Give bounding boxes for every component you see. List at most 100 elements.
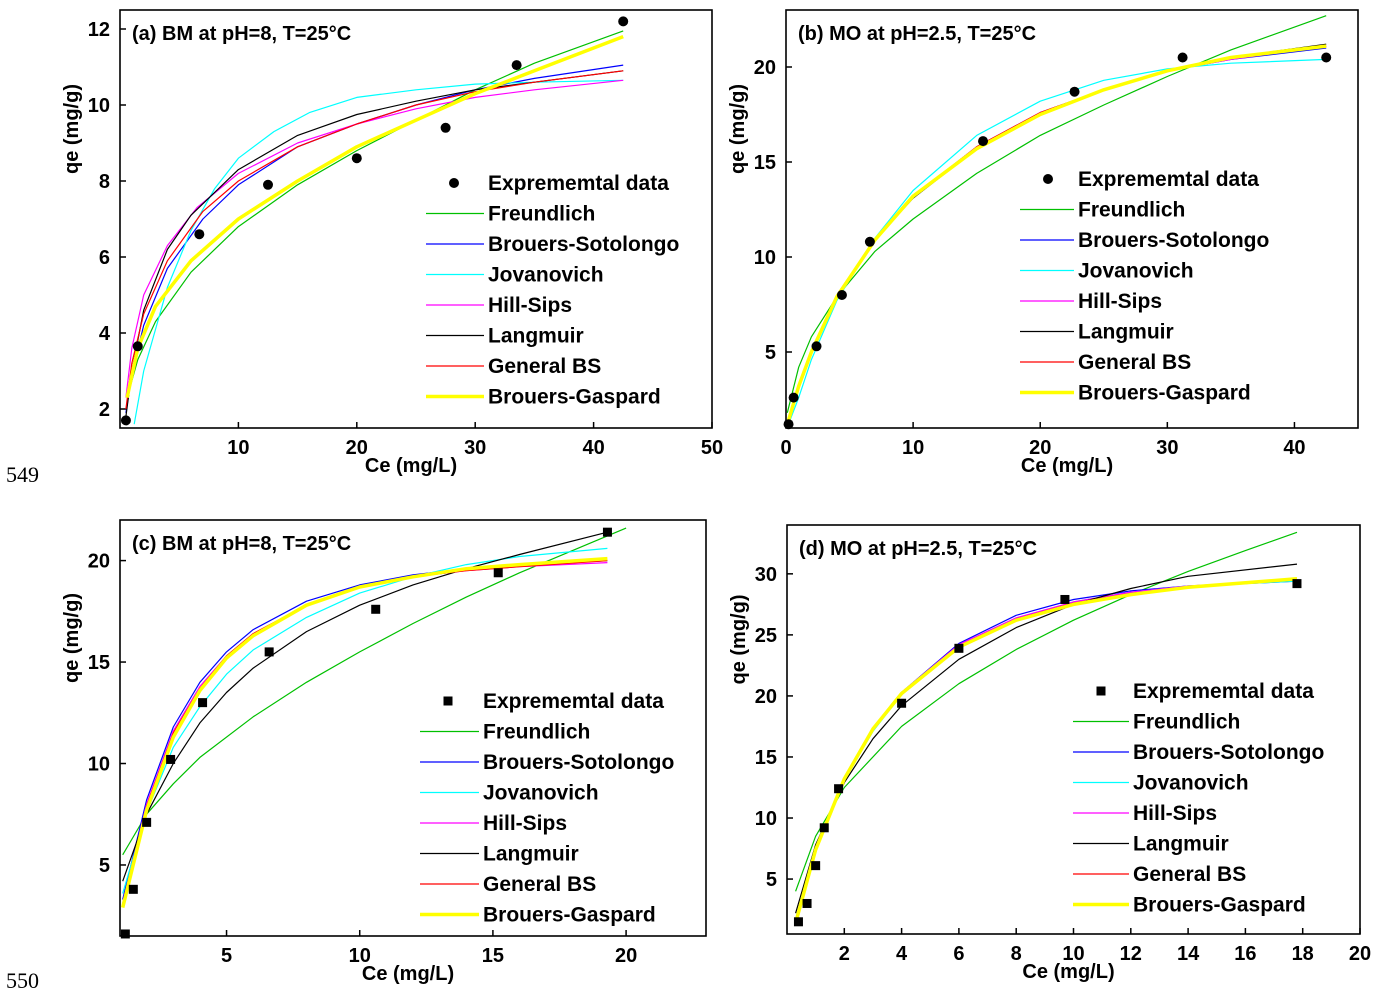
y-tick-label: 25 (755, 625, 777, 647)
data-point (128, 884, 138, 894)
chart-title: (d) MO at pH=2.5, T=25°C (799, 538, 1037, 560)
data-point (194, 229, 205, 240)
chart-title: (a) BM at pH=8, T=25°C (132, 23, 351, 45)
plot-frame (785, 9, 1359, 429)
legend-label: Jovanovich (483, 782, 599, 805)
legend-label: Hill-Sips (483, 812, 567, 835)
x-tick-label: 0 (780, 437, 791, 459)
y-tick-label: 5 (765, 342, 776, 364)
chart-panel-b: 0 10 20 30 40 5 10 15 20 (b) MO at pH=2.5, T=25°C… (727, 9, 1359, 477)
y-tick-label: 10 (88, 754, 110, 776)
y-tick-label: 15 (88, 652, 110, 674)
legend-label: Langmuir (483, 843, 579, 866)
x-axis-label: Ce (mg/L) (1021, 455, 1113, 477)
y-tick-label: 12 (88, 19, 110, 41)
series-line-freundlich (786, 15, 1327, 413)
x-tick-label: 5 (221, 945, 232, 967)
chart-panel-d: 2 4 6 8 10 12 14 16 18 20 5 10 15 20 25 30 (d) MO at pH=… (728, 524, 1371, 983)
data-point (954, 643, 964, 653)
legend-marker (449, 178, 459, 188)
x-tick-label: 50 (701, 437, 723, 459)
y-tick-label: 20 (754, 57, 776, 79)
series-line-brouers-gaspard (121, 556, 608, 909)
legend-label: General BS (1078, 351, 1191, 374)
data-point (1321, 52, 1332, 63)
legend-label: Brouers-Sotolongo (488, 233, 679, 256)
x-tick-label: 10 (227, 437, 249, 459)
legend-label: Brouers-Sotolongo (483, 751, 674, 774)
data-point (811, 341, 822, 352)
chart-title: (c) BM at pH=8, T=25°C (132, 533, 351, 555)
data-point (142, 817, 152, 827)
y-axis-label: qe (mg/g) (727, 84, 749, 174)
legend-label: Langmuir (488, 325, 584, 348)
legend-label: Brouers-Sotolongo (1078, 229, 1269, 252)
legend-label: General BS (483, 873, 596, 896)
y-axis-label: qe (mg/g) (61, 593, 83, 683)
data-point (819, 823, 829, 833)
x-tick-label: 30 (1156, 437, 1178, 459)
legend-marker (443, 696, 453, 706)
data-point (618, 16, 629, 27)
series-line-freundlich (122, 527, 627, 856)
y-tick-label: 10 (88, 95, 110, 117)
x-tick-label: 18 (1292, 943, 1314, 965)
legend-label: Jovanovich (1078, 260, 1194, 283)
data-point (602, 527, 612, 537)
data-point (351, 153, 362, 164)
legend-label: Brouers-Gaspard (1133, 894, 1306, 917)
x-tick-label: 16 (1234, 943, 1256, 965)
chart-panel-a: 10 20 30 40 50 2 4 6 8 10 12 (a) BM at pH=8, T=25°C… (61, 9, 723, 477)
legend-label: Brouers-Sotolongo (1133, 741, 1324, 764)
y-tick-label: 10 (754, 247, 776, 269)
series-line-freundlich (126, 30, 624, 398)
data-point (440, 122, 451, 133)
y-tick-label: 5 (99, 855, 110, 877)
x-tick-label: 6 (953, 943, 964, 965)
legend-label: Brouers-Gaspard (488, 386, 661, 409)
legend-label: Freundlich (1133, 711, 1240, 734)
data-point (788, 392, 799, 403)
data-point (120, 415, 131, 426)
data-point (836, 290, 847, 300)
legend-label: General BS (488, 355, 601, 378)
x-tick-label: 10 (1062, 943, 1084, 965)
data-point (1292, 579, 1302, 589)
series-line-brouers-gaspard (125, 34, 624, 398)
data-point (264, 647, 274, 657)
data-point (1060, 594, 1070, 604)
x-tick-label: 20 (1349, 943, 1371, 965)
legend-label: Freundlich (1078, 199, 1185, 222)
y-tick-label: 15 (754, 152, 776, 174)
data-point (864, 236, 875, 247)
x-tick-label: 20 (1029, 437, 1051, 459)
data-point (978, 136, 989, 147)
legend-label: Exprememtal data (483, 690, 664, 713)
x-tick-label: 15 (482, 945, 504, 967)
legend-label: Exprememtal data (1133, 680, 1314, 703)
data-point (132, 341, 143, 352)
y-tick-label: 5 (766, 869, 777, 891)
x-tick-label: 12 (1120, 943, 1142, 965)
data-point (166, 754, 176, 764)
legend-marker (1043, 174, 1053, 184)
data-point (1069, 86, 1080, 97)
series-line-langmuir (795, 563, 1298, 914)
data-point (897, 698, 907, 708)
plot-frame (119, 519, 707, 937)
legend-label: Langmuir (1078, 321, 1174, 344)
legend-label: Freundlich (483, 721, 590, 744)
data-point (811, 861, 821, 871)
data-point (120, 929, 130, 939)
x-tick-label: 30 (464, 437, 486, 459)
x-axis-label: Ce (mg/L) (362, 963, 454, 985)
x-tick-label: 8 (1011, 943, 1022, 965)
legend-label: Brouers-Gaspard (1078, 382, 1251, 405)
legend-label: Hill-Sips (1133, 802, 1217, 825)
legend-label: Freundlich (488, 203, 595, 226)
legend-label: Jovanovich (1133, 772, 1249, 795)
data-point (493, 568, 503, 578)
x-tick-label: 20 (346, 437, 368, 459)
legend-label: Brouers-Gaspard (483, 904, 656, 927)
